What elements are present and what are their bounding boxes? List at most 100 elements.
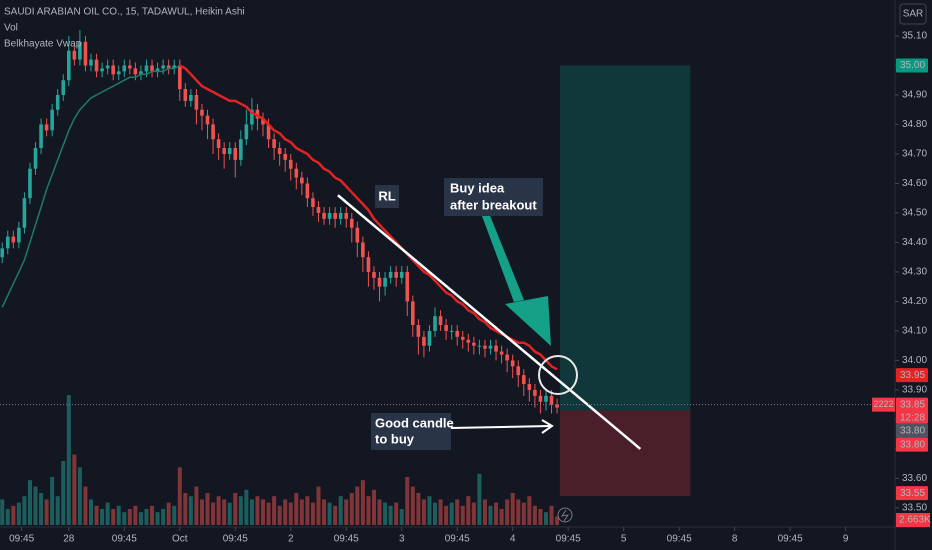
candle-body	[28, 168, 32, 199]
candle-body	[183, 89, 188, 101]
candle-body	[200, 109, 204, 116]
y-tick-label: 34.90	[902, 90, 927, 101]
x-tick-label: Oct	[172, 534, 188, 545]
x-tick-label: 2	[288, 534, 294, 545]
y-tick-label: 34.00	[902, 355, 927, 366]
volume-bar	[233, 493, 238, 525]
candle-body	[399, 271, 404, 278]
candle-body	[472, 342, 476, 346]
price-label: 33.55	[900, 488, 925, 499]
volume-bar	[521, 502, 526, 525]
candle-body	[222, 148, 226, 154]
candle-body	[455, 330, 460, 337]
price-tag: 2222	[873, 399, 893, 409]
annotation: after breakout	[450, 197, 537, 212]
y-tick-label: 33.90	[902, 385, 927, 396]
candle-body	[61, 80, 66, 95]
candle-body	[122, 65, 127, 72]
price-label: 33.85	[900, 399, 925, 410]
volume-bar	[227, 502, 232, 525]
candle-body	[50, 109, 54, 131]
label-box	[371, 413, 451, 450]
volume-bar	[360, 480, 365, 525]
candle-body	[128, 65, 132, 69]
label-box	[375, 185, 399, 208]
candle-body	[44, 124, 49, 131]
volume-bar	[183, 493, 188, 525]
volume-bar	[427, 496, 432, 525]
candle-body	[139, 71, 143, 75]
candle-body	[494, 345, 498, 352]
candle-body	[33, 148, 38, 169]
annotation: Good candle	[375, 415, 454, 430]
y-tick-label: 35.10	[902, 31, 927, 42]
price-axis: 33.5033.6033.7033.8033.9034.0034.1034.20…	[872, 31, 931, 527]
candle-body	[388, 271, 393, 278]
volume-bar	[144, 509, 149, 525]
price-label-box	[896, 58, 928, 73]
icon	[557, 507, 573, 523]
candle-body	[5, 236, 10, 249]
candle-body	[538, 395, 543, 402]
candle-body	[311, 198, 315, 208]
candle-body	[449, 330, 454, 332]
candle-body	[89, 59, 93, 66]
volume-bar	[410, 486, 415, 525]
volume-label: 2.663K	[899, 515, 931, 526]
volume-bar	[532, 505, 537, 525]
volume-bar	[510, 493, 515, 525]
y-tick-label: 34.80	[902, 119, 927, 130]
candle-body	[394, 271, 398, 278]
y-tick-label: 34.70	[902, 149, 927, 160]
volume-bar	[283, 499, 288, 525]
volume-bar	[288, 502, 293, 525]
candle-body	[227, 148, 232, 154]
volume-bar	[27, 480, 32, 525]
volume-bar	[555, 516, 560, 525]
price-label: 35.00	[900, 60, 925, 71]
volume-bar	[150, 505, 155, 525]
volume-bar	[111, 509, 116, 525]
volume-bar	[199, 499, 204, 525]
candle-body	[211, 124, 215, 140]
candle-body	[488, 345, 493, 349]
annotation: RL	[378, 188, 395, 203]
candle-body	[150, 65, 154, 72]
volume-bar	[366, 496, 371, 525]
y-tick-label: 33.50	[902, 503, 927, 514]
x-tick-label: 09:45	[223, 534, 248, 545]
volume-bar	[516, 499, 521, 525]
y-tick-label: 34.40	[902, 237, 927, 248]
candle-body	[0, 248, 5, 258]
volume-bar	[322, 499, 327, 525]
volume-bar	[22, 496, 27, 525]
candle-body	[283, 153, 288, 160]
highlight-circle	[538, 355, 578, 395]
candle-body	[349, 218, 354, 228]
volume-bar	[0, 499, 5, 525]
volume-bar	[94, 505, 99, 525]
volume-bar	[460, 505, 465, 525]
price-tag-box	[872, 397, 895, 412]
volume-bar	[405, 477, 410, 525]
volume-bar	[499, 509, 504, 525]
price-label-box	[896, 368, 928, 383]
x-tick-label: 28	[63, 534, 75, 545]
x-tick-label: 09:45	[334, 534, 359, 545]
candle-body	[460, 336, 465, 340]
volume-bar	[527, 496, 532, 525]
candle-body	[116, 71, 121, 75]
candle-body	[22, 198, 27, 228]
price-label-box	[896, 486, 928, 501]
volume-bar	[333, 505, 338, 525]
volume-bar	[444, 505, 449, 525]
price-label: 33.80	[900, 439, 925, 450]
candle-body	[272, 139, 276, 149]
candle-body	[94, 59, 99, 72]
candle-body	[544, 395, 548, 402]
volume-bar	[494, 502, 499, 525]
volume-bar	[161, 509, 166, 525]
annotation: to buy	[375, 431, 415, 446]
volume-bar	[277, 505, 282, 525]
